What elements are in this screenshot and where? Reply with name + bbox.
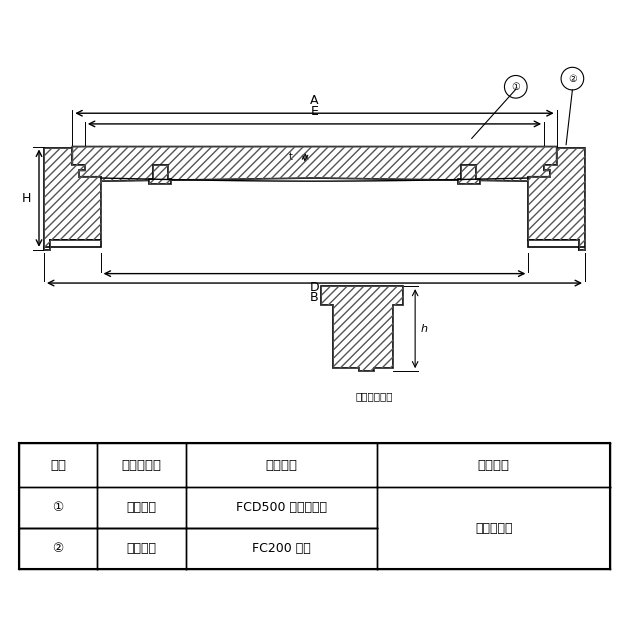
Polygon shape xyxy=(44,148,101,250)
Text: ふた端部寸法: ふた端部寸法 xyxy=(355,391,393,401)
Polygon shape xyxy=(528,240,585,250)
Polygon shape xyxy=(44,240,101,250)
Text: 部　品　名: 部 品 名 xyxy=(121,459,162,472)
Text: 材　　質: 材 質 xyxy=(265,459,298,472)
Text: ②: ② xyxy=(568,74,577,84)
Polygon shape xyxy=(150,165,171,184)
Text: 表面処理: 表面処理 xyxy=(478,459,509,472)
Text: ①: ① xyxy=(511,82,520,92)
Text: t: t xyxy=(289,152,292,162)
Polygon shape xyxy=(321,286,403,371)
Text: FC200 鋳鉄: FC200 鋳鉄 xyxy=(252,542,311,555)
Text: D: D xyxy=(309,281,320,294)
Text: ふ　　た: ふ た xyxy=(126,501,157,515)
Text: FCD500 ダクタイル: FCD500 ダクタイル xyxy=(236,501,327,515)
Polygon shape xyxy=(528,148,585,250)
Text: h: h xyxy=(420,324,427,333)
Polygon shape xyxy=(458,165,479,184)
Text: ②: ② xyxy=(53,542,64,555)
Text: H: H xyxy=(21,192,31,204)
Text: 部番: 部番 xyxy=(50,459,66,472)
Text: 受　　枠: 受 枠 xyxy=(126,542,157,555)
Text: E: E xyxy=(311,105,318,118)
Text: B: B xyxy=(310,291,319,304)
Polygon shape xyxy=(72,147,557,181)
Text: 錆止め塗装: 錆止め塗装 xyxy=(475,522,513,535)
Text: A: A xyxy=(310,94,319,107)
Text: ①: ① xyxy=(53,501,64,515)
